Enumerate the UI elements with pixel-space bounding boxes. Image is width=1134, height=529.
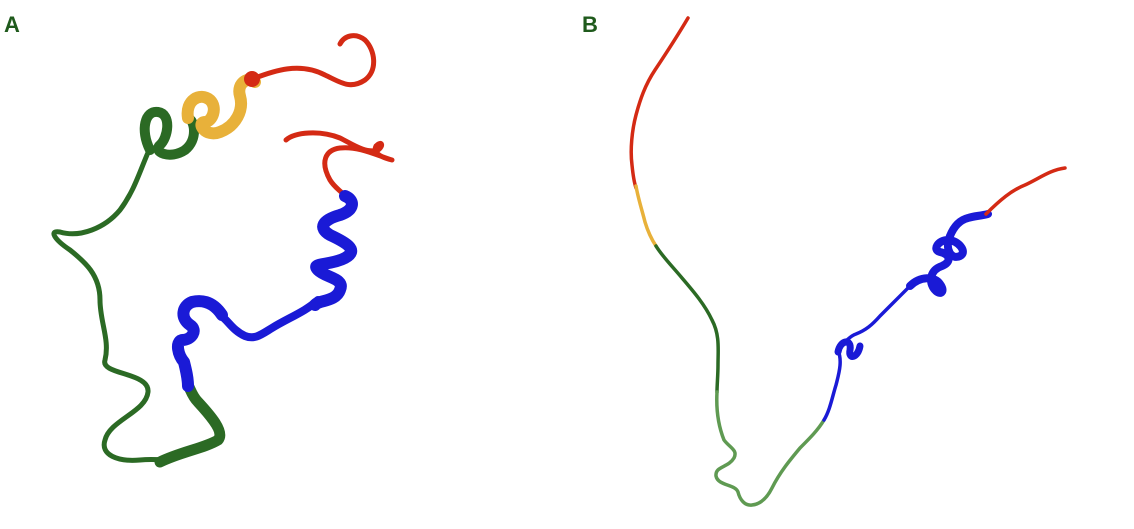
panel-a-green-coil [51, 145, 178, 463]
panel-a-structure [51, 33, 395, 468]
panel-b-green-segment [654, 244, 720, 394]
panel-b-blue-helix-small [834, 338, 864, 360]
panel-a-blue-coil [216, 296, 322, 342]
panel-a-red-tail-lower [283, 130, 395, 199]
panel-a-blue-helix-upper [309, 190, 358, 311]
panel-b-red-tail-end [984, 166, 1067, 216]
panel-a-label: A [4, 12, 20, 37]
panel-a-red-knot [244, 71, 260, 87]
panel-b-label: B [582, 12, 598, 37]
panel-a-orange-helix [181, 73, 261, 140]
panel-b-blue-helix [906, 210, 992, 297]
panel-a-blue-helix-lower [171, 295, 228, 392]
panel-b-light-green-loop [714, 390, 826, 507]
panel-a-green-helix [139, 107, 199, 160]
panel-b-red-tail-start [629, 16, 690, 190]
panel-b-structure [629, 16, 1067, 507]
panel-a-green-ribbon [154, 379, 226, 468]
panel-b-orange-segment [634, 184, 658, 248]
panel-a-red-tail-upper [247, 33, 377, 88]
